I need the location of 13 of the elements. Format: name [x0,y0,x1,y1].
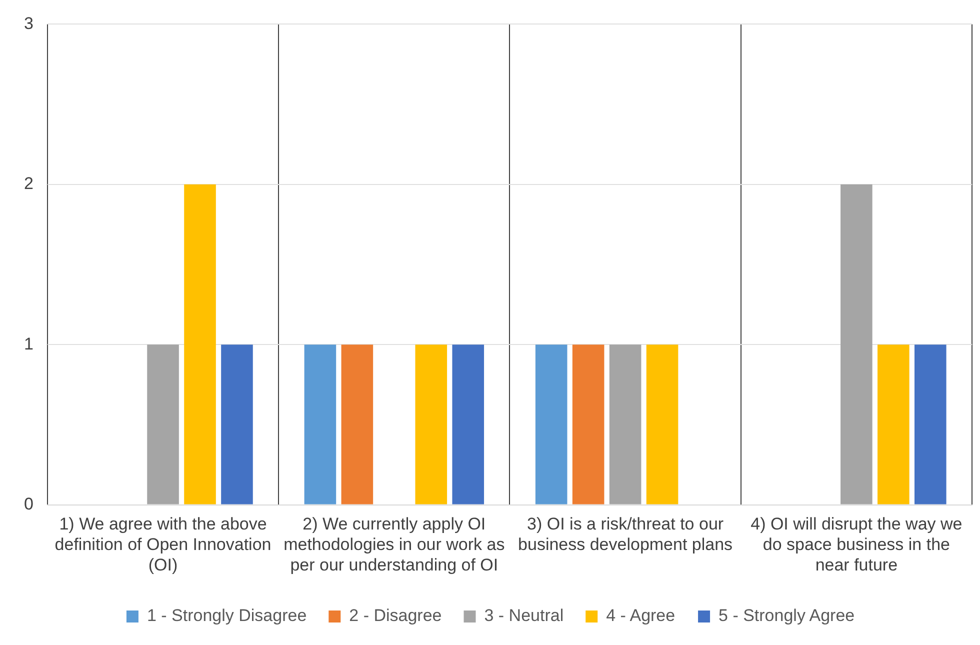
y-tick-label: 2 [24,174,34,194]
y-tick-label: 3 [24,14,34,33]
legend-label: 1 - Strongly Disagree [146,606,307,626]
y-tick-label: 0 [24,494,34,514]
x-tick-label: 2) We currently apply OI methodologies in our work as per our understanding of OI [284,514,505,574]
x-tick-label: 4) OI will disrupt the way we do space business in the near future [750,514,962,574]
legend-label: 3 - Neutral [484,606,564,626]
x-tick-label: 3) OI is a risk/threat to our business development plans [518,514,733,554]
legend-label: 4 - Agree [606,606,676,626]
y-tick-label: 1 [24,334,34,354]
legend-label: 2 - Disagree [349,606,442,626]
x-tick-label: 1) We agree with the above definition of Open Innovation (OI) [54,514,272,574]
legend-label: 5 - Strongly Agree [718,606,855,626]
